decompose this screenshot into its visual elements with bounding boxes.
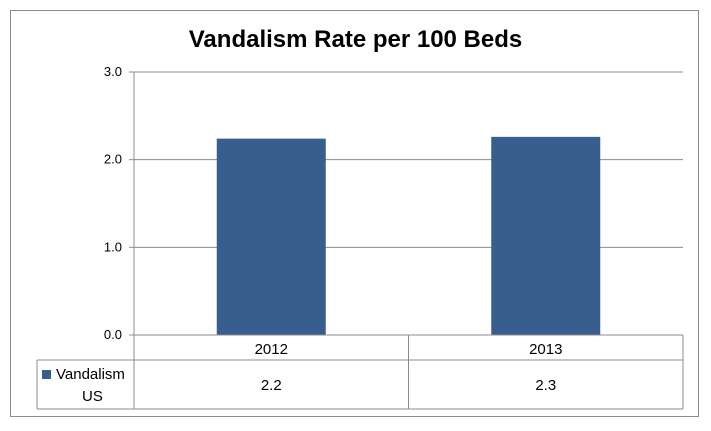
chart-title: Vandalism Rate per 100 Beds <box>188 26 523 53</box>
category-label-2013: 2013 <box>529 341 562 358</box>
y-tick-label: 1.0 <box>104 239 122 254</box>
category-label-2012: 2012 <box>255 341 288 358</box>
legend-label-line2: US <box>82 388 103 405</box>
table-value-2012: 2.2 <box>261 377 282 394</box>
y-tick-label: 2.0 <box>104 152 122 167</box>
table-value-2013: 2.3 <box>535 377 556 394</box>
bar-2012 <box>216 138 326 335</box>
y-tick-label: 3.0 <box>104 64 122 79</box>
y-tick-label: 0.0 <box>104 327 122 342</box>
legend-swatch <box>42 370 51 379</box>
legend-label-line1: Vandalism <box>56 366 125 383</box>
bar-2013 <box>491 136 601 335</box>
